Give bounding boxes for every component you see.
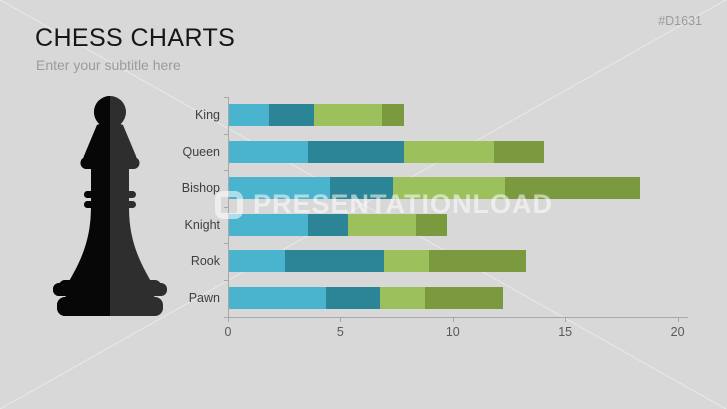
category-label: Bishop xyxy=(181,181,220,196)
bar-segment-series1 xyxy=(229,177,331,200)
bar-segment-series3 xyxy=(348,213,416,236)
bar-segment-series2 xyxy=(325,287,380,309)
category-label: King xyxy=(194,108,220,122)
bar-segment-series4 xyxy=(424,287,504,309)
bar-segment-series3 xyxy=(393,177,506,200)
bar-segment-series1 xyxy=(229,140,308,163)
stacked-bar xyxy=(229,104,405,126)
bar-segment-series2 xyxy=(269,104,315,126)
stacked-bar xyxy=(229,213,448,236)
stacked-bar-chart: King Queen Bishop Knight Rook Pawn 0 5 10 15 20 xyxy=(182,97,698,357)
bar-segment-series2 xyxy=(307,213,349,236)
value-axis-tick xyxy=(452,317,454,322)
category-label: Queen xyxy=(182,144,220,159)
bar-segment-series3 xyxy=(384,250,430,273)
bar-segment-series1 xyxy=(229,287,326,309)
category-axis-tick xyxy=(224,316,228,318)
stacked-bar xyxy=(229,287,504,309)
category-axis-tick xyxy=(224,280,228,281)
category-axis-tick xyxy=(224,170,228,172)
bar-segment-series4 xyxy=(505,177,641,200)
bar-segment-series4 xyxy=(415,213,448,236)
value-axis-tick xyxy=(677,317,679,322)
chess-piece-icon xyxy=(53,96,167,316)
slide-id: #D1631 xyxy=(658,14,702,28)
bar-segment-series4 xyxy=(429,250,526,273)
value-axis-tick xyxy=(340,317,342,322)
bar-segment-series4 xyxy=(381,104,405,126)
value-axis-tick-label: 20 xyxy=(670,325,685,339)
chart-row: Knight xyxy=(185,207,688,244)
category-label: Pawn xyxy=(188,291,220,305)
chart-row: Rook xyxy=(191,243,688,280)
chart-row: Bishop xyxy=(182,170,688,207)
bar-segment-series1 xyxy=(229,213,308,236)
chart-row: Pawn xyxy=(189,280,688,317)
category-axis-tick xyxy=(224,133,228,135)
page-subtitle: Enter your subtitle here xyxy=(36,57,181,73)
stacked-bar xyxy=(229,140,544,163)
category-axis-tick xyxy=(224,97,228,98)
category-axis-tick xyxy=(224,206,228,208)
bar-segment-series3 xyxy=(404,140,495,163)
stacked-bar xyxy=(229,177,641,200)
value-axis-tick-label: 15 xyxy=(558,325,573,339)
value-axis-tick xyxy=(565,317,567,322)
page-title: CHESS CHARTS xyxy=(35,24,236,52)
value-axis-line xyxy=(228,317,688,318)
category-axis-tick xyxy=(224,243,228,245)
bar-segment-series2 xyxy=(330,177,394,200)
bar-segment-series1 xyxy=(229,104,270,126)
bar-segment-series4 xyxy=(494,140,544,163)
value-axis-tick-label: 10 xyxy=(445,325,460,339)
category-label: Knight xyxy=(184,217,220,232)
bar-segment-series3 xyxy=(379,287,425,309)
value-axis-tick-label: 5 xyxy=(336,325,344,339)
bar-segment-series1 xyxy=(229,250,286,273)
bar-segment-series3 xyxy=(314,104,382,126)
chart-row: Queen xyxy=(182,134,688,171)
chart-row: King xyxy=(195,97,688,134)
stacked-bar xyxy=(229,250,526,273)
bar-segment-series2 xyxy=(285,250,385,273)
bar-segment-series2 xyxy=(307,140,405,163)
value-axis-tick-label: 0 xyxy=(224,325,232,339)
category-axis-line xyxy=(228,97,229,317)
value-axis-tick xyxy=(228,317,229,322)
category-label: Rook xyxy=(190,254,220,269)
